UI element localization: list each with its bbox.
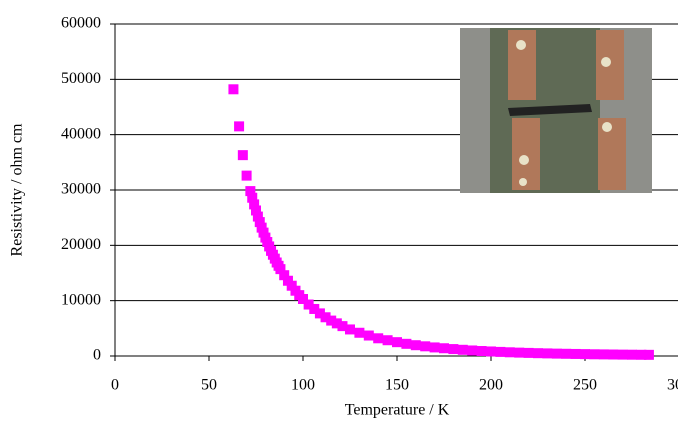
point — [448, 344, 459, 355]
x-axis-label: Temperature / K — [345, 402, 450, 419]
x-tick-label: 200 — [479, 377, 503, 394]
point — [542, 348, 553, 359]
point — [627, 349, 637, 360]
x-tick-label: 100 — [291, 377, 315, 394]
inset-photo — [460, 28, 652, 193]
point — [373, 333, 384, 344]
point — [467, 345, 478, 356]
point — [345, 324, 355, 335]
point — [598, 349, 609, 360]
point — [241, 170, 252, 181]
point — [504, 347, 515, 358]
point — [247, 192, 258, 203]
point — [580, 349, 590, 360]
point — [617, 349, 628, 360]
point — [314, 308, 325, 319]
point — [326, 315, 337, 326]
point — [331, 318, 342, 329]
point — [608, 349, 619, 360]
point — [251, 205, 261, 216]
point — [354, 327, 365, 338]
point — [401, 338, 412, 349]
point — [486, 346, 496, 357]
x-tick-label: 0 — [111, 377, 119, 394]
point — [320, 312, 331, 323]
point — [570, 348, 581, 359]
y-tick-label: 10000 — [61, 291, 101, 308]
point — [382, 335, 393, 346]
y-tick-label: 30000 — [61, 181, 101, 198]
point — [429, 342, 440, 353]
point — [245, 186, 256, 197]
y-tick-label: 50000 — [61, 70, 101, 87]
point — [228, 84, 239, 95]
point — [495, 346, 506, 357]
x-tick-label: 50 — [201, 377, 217, 394]
point — [457, 344, 468, 355]
point — [337, 321, 348, 332]
point — [533, 348, 543, 359]
point — [237, 150, 248, 161]
point — [254, 217, 265, 228]
x-tick-label: 250 — [573, 377, 597, 394]
point — [439, 343, 449, 354]
point — [643, 349, 654, 360]
point — [476, 346, 487, 357]
x-tick-label: 150 — [385, 377, 409, 394]
y-tick-label: 20000 — [61, 236, 101, 253]
y-tick-label: 60000 — [61, 15, 101, 32]
y-tick-label: 0 — [93, 347, 101, 364]
y-tick-label: 40000 — [61, 125, 101, 142]
point — [561, 348, 572, 359]
point — [514, 347, 525, 358]
point — [551, 348, 562, 359]
point — [298, 294, 308, 305]
y-axis-label: Resistivity / ohm cm — [9, 123, 26, 256]
point — [523, 347, 534, 358]
point — [589, 349, 600, 360]
point — [309, 303, 320, 314]
point — [363, 330, 374, 341]
point — [234, 121, 245, 132]
point — [410, 340, 421, 351]
point — [636, 349, 647, 360]
point — [303, 299, 314, 310]
point — [392, 337, 402, 348]
point — [420, 341, 431, 352]
point — [279, 270, 290, 281]
x-tick-label: 300 — [667, 377, 678, 394]
point — [249, 199, 260, 210]
point — [275, 264, 286, 275]
point — [252, 211, 263, 222]
